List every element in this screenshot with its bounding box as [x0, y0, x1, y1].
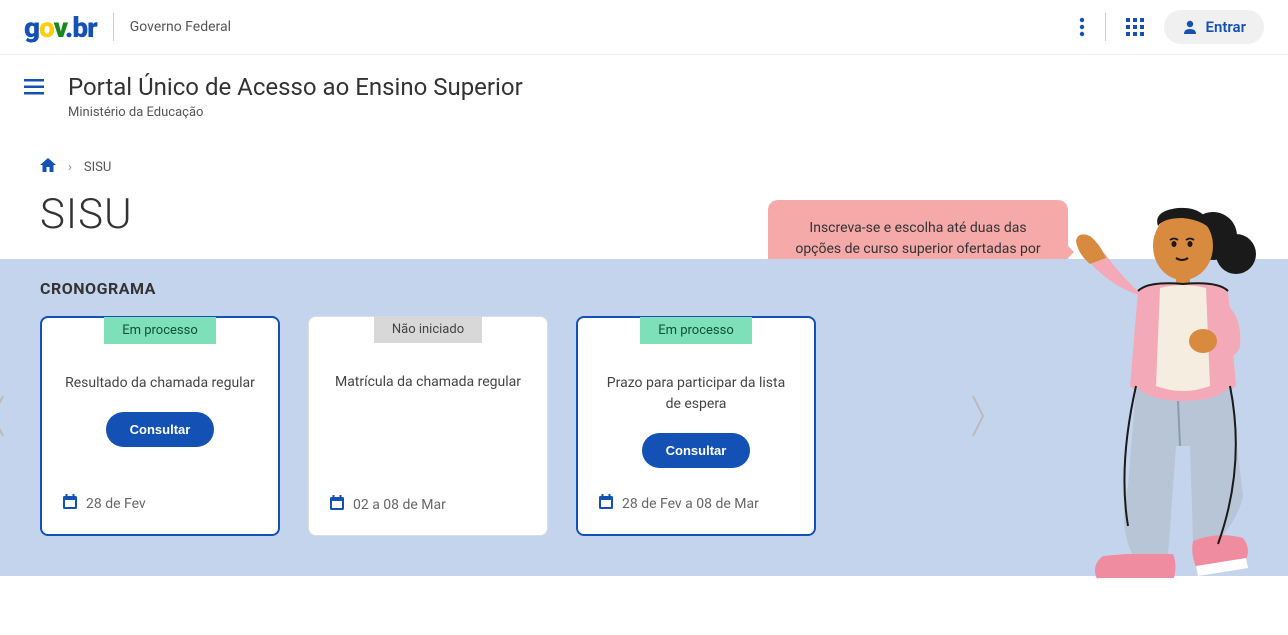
consultar-button[interactable]: Consultar — [642, 433, 751, 468]
login-label: Entrar — [1206, 18, 1246, 36]
subheader: Portal Único de Acesso ao Ensino Superio… — [0, 55, 1288, 138]
card-date: 02 a 08 de Mar — [329, 471, 527, 515]
status-badge: Em processo — [640, 317, 752, 344]
govbr-logo[interactable]: gov.br — [24, 11, 97, 44]
header-left: gov.br Governo Federal — [24, 11, 231, 44]
chevron-right-icon: › — [68, 160, 72, 175]
login-button[interactable]: Entrar — [1164, 10, 1264, 44]
card-date: 28 de Fev — [62, 470, 258, 514]
header-right: Entrar — [1079, 10, 1264, 44]
calendar-icon — [598, 494, 614, 514]
home-icon[interactable] — [40, 158, 56, 176]
kebab-menu-icon[interactable] — [1079, 17, 1085, 37]
user-icon — [1182, 19, 1198, 35]
carousel-prev-icon[interactable] — [0, 391, 6, 445]
cronograma-card: Não iniciado Matrícula da chamada regular… — [308, 316, 548, 536]
card-description: Resultado da chamada regular — [62, 373, 258, 394]
status-badge: Em processo — [104, 317, 216, 344]
cronograma-section: CRONOGRAMA Em processoResultado da chama… — [0, 259, 1288, 576]
cronograma-card: Em processo Prazo para participar da list… — [576, 316, 816, 536]
cronograma-card: Em processo Resultado da chamada regular C… — [40, 316, 280, 536]
character-illustration — [1018, 186, 1278, 606]
breadcrumb: › SISU — [0, 138, 1288, 186]
card-description: Prazo para participar da lista de espera — [598, 373, 794, 415]
card-date: 28 de Fev a 08 de Mar — [598, 470, 794, 514]
calendar-icon — [329, 495, 345, 515]
portal-title: Portal Único de Acesso ao Ensino Superio… — [68, 73, 523, 101]
divider — [1105, 13, 1106, 41]
header-subtitle: Governo Federal — [130, 19, 231, 35]
carousel-next-icon[interactable] — [970, 391, 988, 445]
breadcrumb-current: SISU — [84, 160, 111, 175]
main-header: gov.br Governo Federal Entrar — [0, 0, 1288, 55]
consultar-button[interactable]: Consultar — [106, 412, 215, 447]
portal-heading: Portal Único de Acesso ao Ensino Superio… — [68, 73, 523, 120]
divider — [113, 13, 114, 41]
apps-grid-icon[interactable] — [1126, 18, 1144, 36]
card-description: Matrícula da chamada regular — [329, 372, 527, 393]
status-badge: Não iniciado — [374, 316, 482, 343]
ministry-label: Ministério da Educação — [68, 105, 523, 120]
calendar-icon — [62, 494, 78, 514]
hamburger-menu-icon[interactable] — [24, 79, 44, 99]
